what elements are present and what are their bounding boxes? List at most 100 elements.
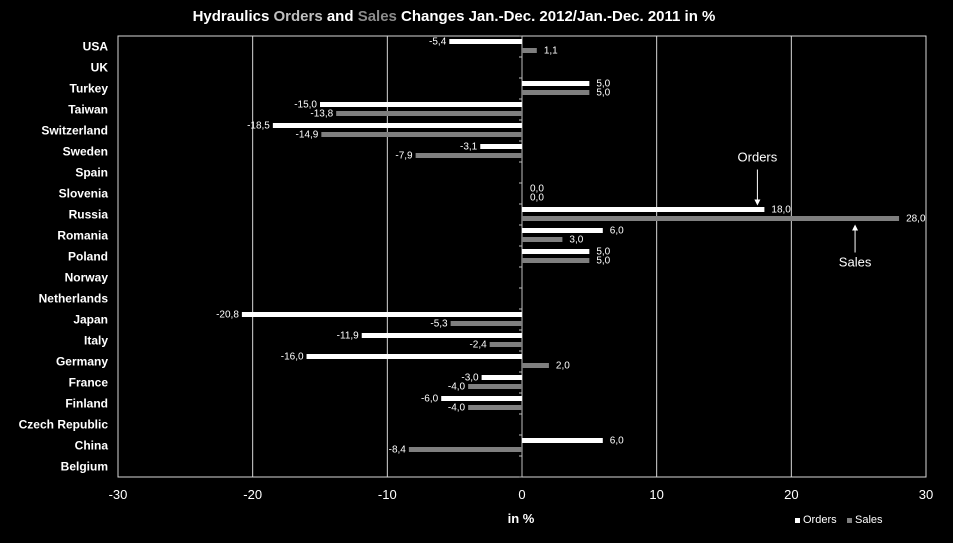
x-tick-label: 0 xyxy=(518,487,525,502)
category-label: Czech Republic xyxy=(19,418,109,432)
category-label: Taiwan xyxy=(68,103,108,117)
bar-orders xyxy=(306,354,522,359)
bar-orders xyxy=(361,333,522,338)
title-orders-word: Orders xyxy=(273,8,322,25)
arrow-sales-head xyxy=(852,224,859,231)
annotations: Orders Sales xyxy=(738,150,872,270)
category-label: Poland xyxy=(68,250,108,264)
grid-lines xyxy=(252,36,792,477)
bar-sales xyxy=(468,384,522,389)
category-label: Italy xyxy=(84,334,108,348)
data-label-sales: -2,4 xyxy=(469,340,487,351)
data-label-sales: -7,9 xyxy=(395,151,413,162)
data-label-sales: 2,0 xyxy=(556,361,570,372)
data-label-sales: -13,8 xyxy=(310,109,333,120)
x-tick-label: 10 xyxy=(649,487,663,502)
annotation-sales: Sales xyxy=(839,255,872,270)
category-label: China xyxy=(75,439,109,453)
bar-sales xyxy=(522,363,549,368)
bar-sales xyxy=(450,321,522,326)
data-label-orders: -18,5 xyxy=(247,121,270,132)
title-part-5: Changes Jan.-Dec. 2012/Jan.-Dec. 2011 in… xyxy=(397,8,716,25)
category-label: Turkey xyxy=(70,82,109,96)
bar-orders xyxy=(272,123,522,128)
bar-sales xyxy=(321,132,522,137)
bar-sales xyxy=(522,90,590,95)
data-label-orders: -11,9 xyxy=(337,331,359,342)
x-tick-label: -10 xyxy=(378,487,397,502)
data-label-orders: 5,0 xyxy=(596,79,610,90)
x-axis-ticks: -30 -20 -10 0 10 20 30 xyxy=(109,487,934,502)
bar-sales xyxy=(489,342,522,347)
data-label-sales: -5,3 xyxy=(430,319,448,330)
data-label-orders: 0,0 xyxy=(530,184,544,195)
legend-label-orders: Orders xyxy=(803,514,837,526)
category-label: Sweden xyxy=(63,145,108,159)
category-label: Japan xyxy=(73,313,108,327)
x-tick-label: 30 xyxy=(919,487,933,502)
x-tick-label: 20 xyxy=(784,487,798,502)
bar-sales xyxy=(522,216,900,221)
bar-orders xyxy=(481,375,522,380)
bar-orders xyxy=(320,102,522,107)
bar-orders xyxy=(441,396,522,401)
category-label: Slovenia xyxy=(59,187,109,201)
data-label-orders: -15,0 xyxy=(294,100,317,111)
data-label-orders: -16,0 xyxy=(281,352,304,363)
bar-sales xyxy=(468,405,522,410)
category-label: UK xyxy=(91,61,109,75)
annotation-orders: Orders xyxy=(738,150,778,165)
data-labels: -5,45,0-15,0-18,5-3,10,018,06,05,0-20,8-… xyxy=(216,37,926,456)
legend-swatch-orders xyxy=(795,518,800,523)
data-label-sales: 0,0 xyxy=(530,193,544,204)
data-label-orders: -20,8 xyxy=(216,310,239,321)
bar-orders xyxy=(241,312,523,317)
category-label: Norway xyxy=(65,271,109,285)
title-part-3: and xyxy=(323,8,358,25)
data-label-sales: -14,9 xyxy=(296,130,319,141)
legend-swatch-sales xyxy=(847,518,852,523)
chart-title: Hydraulics Orders and Sales Changes Jan.… xyxy=(193,8,716,25)
category-label: Finland xyxy=(65,397,108,411)
bar-orders xyxy=(522,249,590,254)
data-label-sales: 5,0 xyxy=(596,88,610,99)
category-label: France xyxy=(69,376,109,390)
title-part-1: Hydraulics xyxy=(193,8,274,25)
arrow-orders-head xyxy=(754,199,761,206)
category-label: USA xyxy=(83,40,109,54)
data-label-sales: 5,0 xyxy=(596,256,610,267)
bar-sales xyxy=(522,258,590,263)
data-label-orders: 6,0 xyxy=(610,436,624,447)
category-label: Germany xyxy=(56,355,108,369)
data-label-orders: -6,0 xyxy=(421,394,439,405)
category-label: Switzerland xyxy=(41,124,108,138)
x-axis-label: in % xyxy=(508,511,535,526)
data-label-sales: 28,0 xyxy=(906,214,926,225)
category-label: Romania xyxy=(57,229,108,243)
bar-orders xyxy=(480,144,522,149)
data-label-orders: -5,4 xyxy=(429,37,447,48)
data-label-orders: 6,0 xyxy=(610,226,624,237)
data-label-sales: -8,4 xyxy=(389,445,407,456)
bar-orders xyxy=(522,207,765,212)
data-label-orders: -3,1 xyxy=(460,142,478,153)
bar-orders xyxy=(522,438,603,443)
legend-label-sales: Sales xyxy=(855,514,883,526)
data-label-orders: -3,0 xyxy=(461,373,479,384)
bar-sales xyxy=(415,153,522,158)
data-label-sales: -4,0 xyxy=(448,403,466,414)
category-labels: USA UK Turkey Taiwan Switzerland Sweden Spain S… xyxy=(19,40,109,474)
category-label: Spain xyxy=(75,166,108,180)
category-label: Russia xyxy=(69,208,109,222)
plot-frame xyxy=(117,35,927,478)
bar-orders xyxy=(522,228,603,233)
bars xyxy=(241,39,900,452)
data-label-sales: 3,0 xyxy=(569,235,583,246)
bar-orders xyxy=(449,39,522,44)
bar-sales xyxy=(336,111,522,116)
bar-orders xyxy=(522,81,590,86)
data-label-orders: 5,0 xyxy=(596,247,610,258)
title-sales-word: Sales xyxy=(358,8,397,25)
